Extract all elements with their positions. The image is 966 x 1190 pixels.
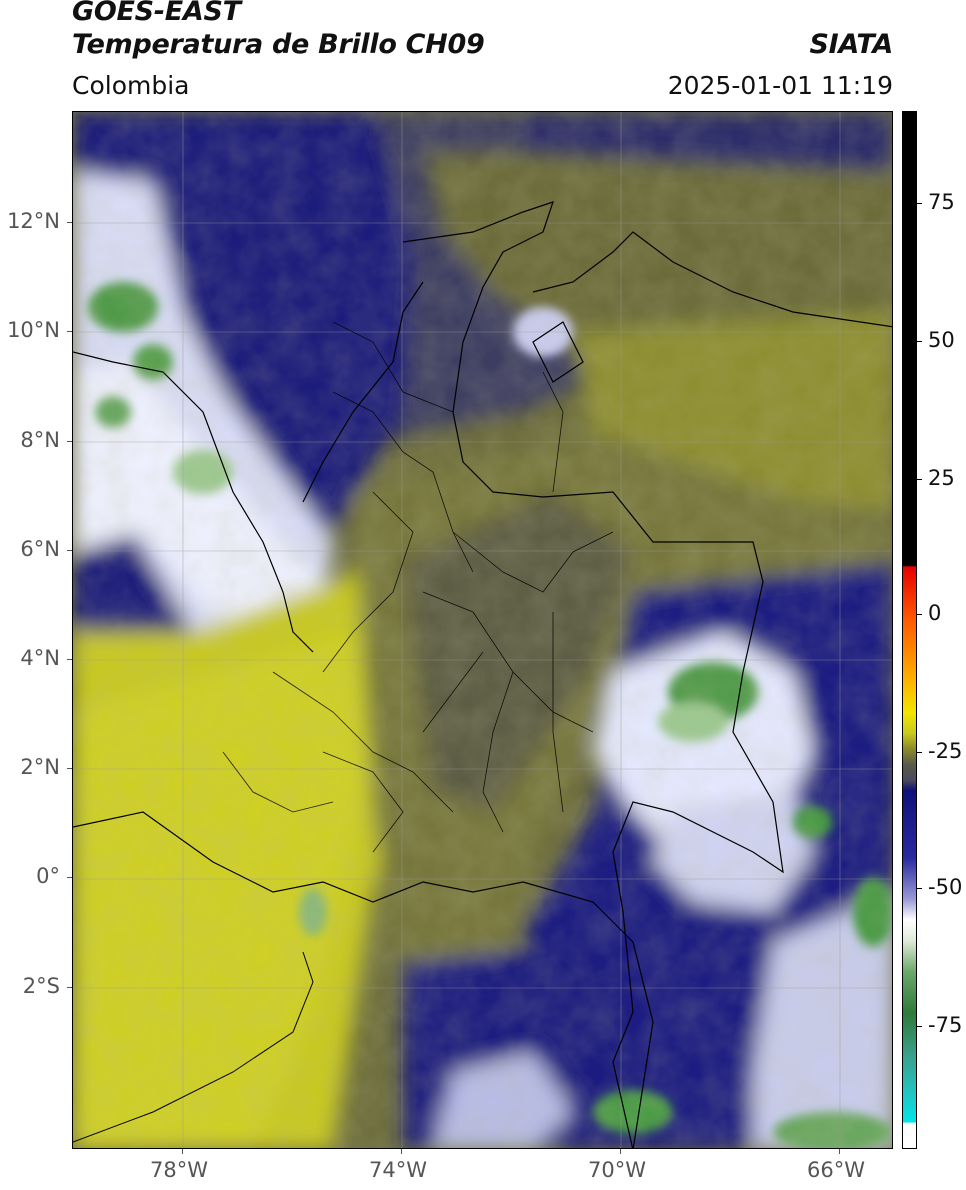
- brightness-temperature-field: [73, 112, 892, 1148]
- lon-tick-74w: 74°W: [369, 1158, 427, 1182]
- lat-tick-mark: [67, 222, 72, 223]
- lat-tick-mark: [67, 550, 72, 551]
- lat-tick-mark: [67, 877, 72, 878]
- colorbar-tick-25: 25: [928, 466, 955, 490]
- lat-tick-mark: [67, 768, 72, 769]
- satellite-title: GOES-EAST: [72, 0, 241, 27]
- lat-tick-4n: 4°N: [20, 646, 60, 670]
- lon-tick-mark: [839, 1149, 840, 1154]
- lat-tick-mark: [67, 441, 72, 442]
- satellite-map: [72, 111, 893, 1149]
- lon-tick-78w: 78°W: [150, 1158, 208, 1182]
- lon-tick-70w: 70°W: [588, 1158, 646, 1182]
- colorbar-tick-mark: [917, 888, 922, 889]
- lat-tick-2s: 2°S: [22, 974, 60, 998]
- colorbar-tick-50: 50: [928, 328, 955, 352]
- colorbar-tick-mark: [917, 341, 922, 342]
- lat-tick-mark: [67, 987, 72, 988]
- lon-tick-mark: [401, 1149, 402, 1154]
- lat-tick-12n: 12°N: [7, 209, 60, 233]
- lat-tick-8n: 8°N: [20, 428, 60, 452]
- product-title: Temperatura de Brillo CH09: [72, 29, 485, 60]
- colorbar-tick-mark: [917, 203, 922, 204]
- lon-tick-66w: 66°W: [807, 1158, 865, 1182]
- lat-tick-2n: 2°N: [20, 755, 60, 779]
- lat-tick-10n: 10°N: [7, 318, 60, 342]
- datetime-label: 2025-01-01 11:19: [667, 71, 893, 100]
- department-borders: [222, 321, 614, 853]
- lat-tick-6n: 6°N: [20, 537, 60, 561]
- gridlines: [73, 112, 892, 1148]
- colorbar-tick-mark: [917, 752, 922, 753]
- colorbar-tick-75: 75: [928, 190, 955, 214]
- colorbar-tick-neg75: -75: [928, 1013, 963, 1037]
- country-borders: [73, 201, 892, 1148]
- colorbar-tick-neg50: -50: [928, 875, 963, 899]
- colorbar-tick-mark: [917, 479, 922, 480]
- region-label: Colombia: [72, 71, 190, 100]
- colorbar-tick-mark: [917, 614, 922, 615]
- lon-tick-mark: [182, 1149, 183, 1154]
- source-label: SIATA: [809, 29, 893, 60]
- colorbar-tick-0: 0: [928, 601, 942, 625]
- colorbar-tick-mark: [917, 1026, 922, 1027]
- lat-tick-0: 0°: [36, 864, 60, 888]
- lon-tick-mark: [620, 1149, 621, 1154]
- lat-tick-mark: [67, 659, 72, 660]
- lat-tick-mark: [67, 331, 72, 332]
- temperature-colorbar: [902, 111, 917, 1149]
- colorbar-tick-neg25: -25: [928, 739, 963, 763]
